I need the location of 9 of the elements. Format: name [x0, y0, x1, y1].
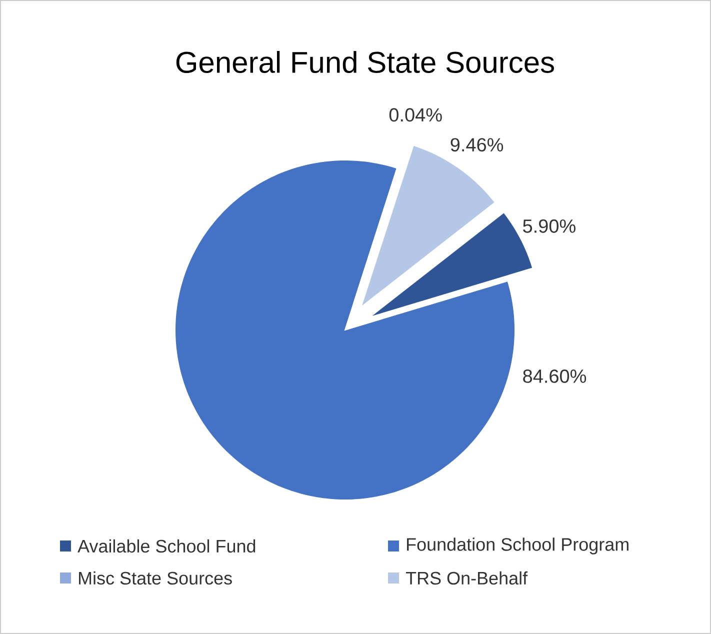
legend-label: Available School Fund [78, 539, 256, 553]
legend-label: TRS On-Behalf [406, 571, 528, 585]
chart-title: General Fund State Sources [176, 50, 554, 74]
data-label: 9.46% [450, 138, 504, 152]
data-label: 5.90% [523, 219, 576, 233]
legend-label: Misc State Sources [79, 571, 232, 585]
legend-label: Foundation School Program [407, 538, 628, 554]
data-label: 0.04% [389, 108, 442, 122]
data-label: 84.60% [523, 369, 586, 383]
